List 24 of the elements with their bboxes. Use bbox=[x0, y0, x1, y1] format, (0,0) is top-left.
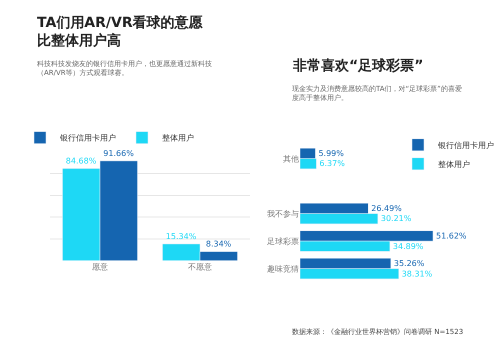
legend-label: 整体用户 bbox=[162, 134, 194, 143]
data-label: 8.34% bbox=[206, 240, 232, 249]
chart-title: TA们用AR/VR看球的意愿比整体用户高 bbox=[37, 14, 204, 50]
data-label: 6.37% bbox=[319, 159, 346, 168]
legend-label: 银行信用卡用户 bbox=[437, 140, 494, 150]
x-tick-label: 不愿意 bbox=[188, 262, 212, 272]
data-label: 26.49% bbox=[371, 204, 402, 213]
data-label: 91.66% bbox=[103, 148, 134, 158]
data-label: 15.34% bbox=[166, 232, 197, 241]
data-label: 51.62% bbox=[436, 231, 467, 240]
y-tick-label: 我不参与 bbox=[267, 209, 299, 218]
data-label: 30.21% bbox=[380, 214, 412, 224]
x-tick-label: 愿意 bbox=[92, 262, 108, 272]
data-label: 34.89% bbox=[392, 242, 424, 251]
y-tick-label: 足球彩票 bbox=[267, 236, 299, 246]
y-tick-label: 其他 bbox=[283, 154, 299, 164]
data-label: 84.68% bbox=[66, 156, 97, 166]
data-label: 35.26% bbox=[394, 258, 425, 268]
data-label: 38.31% bbox=[402, 269, 433, 278]
data-label: 5.99% bbox=[318, 148, 344, 158]
legend-label: 银行信用卡用户 bbox=[59, 134, 116, 143]
chart-title: 非常喜欢“足球彩票” bbox=[292, 58, 424, 74]
y-tick-label: 趣味竞猜 bbox=[267, 264, 299, 274]
legend-label: 整体用户 bbox=[438, 160, 470, 169]
